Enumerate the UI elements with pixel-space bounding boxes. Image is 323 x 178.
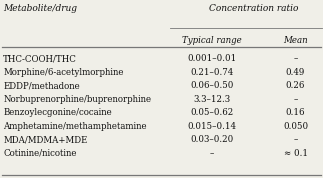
Text: 0.001–0.01: 0.001–0.01 bbox=[187, 54, 236, 63]
Text: –: – bbox=[293, 135, 298, 145]
Text: Morphine/6-acetylmorphine: Morphine/6-acetylmorphine bbox=[3, 68, 124, 77]
Text: –: – bbox=[293, 95, 298, 104]
Text: Cotinine/nicotine: Cotinine/nicotine bbox=[3, 149, 77, 158]
Text: 0.050: 0.050 bbox=[283, 122, 308, 131]
Text: Mean: Mean bbox=[283, 36, 308, 45]
Text: 0.03–0.20: 0.03–0.20 bbox=[190, 135, 233, 145]
Text: 0.21–0.74: 0.21–0.74 bbox=[190, 68, 233, 77]
Text: –: – bbox=[209, 149, 214, 158]
Text: 0.015–0.14: 0.015–0.14 bbox=[187, 122, 236, 131]
Text: MDA/MDMA+MDE: MDA/MDMA+MDE bbox=[3, 135, 88, 145]
Text: –: – bbox=[293, 54, 298, 63]
Text: 0.16: 0.16 bbox=[286, 108, 305, 117]
Text: Typical range: Typical range bbox=[182, 36, 241, 45]
Text: 0.05–0.62: 0.05–0.62 bbox=[190, 108, 233, 117]
Text: Benzoylecgonine/cocaine: Benzoylecgonine/cocaine bbox=[3, 108, 112, 117]
Text: Amphetamine/methamphetamine: Amphetamine/methamphetamine bbox=[3, 122, 147, 131]
Text: 0.26: 0.26 bbox=[286, 81, 305, 90]
Text: ≈ 0.1: ≈ 0.1 bbox=[284, 149, 307, 158]
Text: Metabolite/drug: Metabolite/drug bbox=[3, 4, 77, 14]
Text: 0.49: 0.49 bbox=[286, 68, 305, 77]
Text: EDDP/methadone: EDDP/methadone bbox=[3, 81, 80, 90]
Text: 3.3–12.3: 3.3–12.3 bbox=[193, 95, 230, 104]
Text: 0.06–0.50: 0.06–0.50 bbox=[190, 81, 233, 90]
Text: Norbuprenorphine/buprenorphine: Norbuprenorphine/buprenorphine bbox=[3, 95, 151, 104]
Text: THC-COOH/THC: THC-COOH/THC bbox=[3, 54, 77, 63]
Text: Concentration ratio: Concentration ratio bbox=[209, 4, 298, 14]
